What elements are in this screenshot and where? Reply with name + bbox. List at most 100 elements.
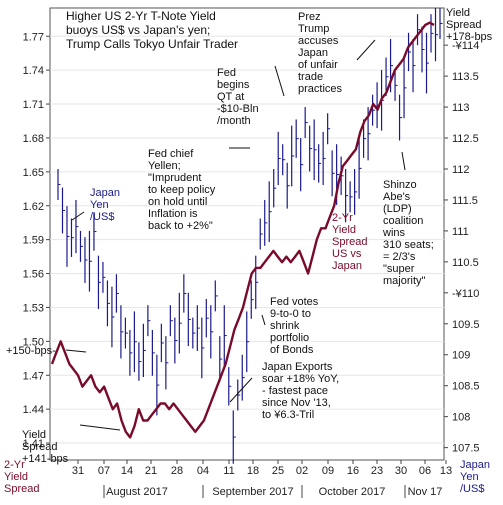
- annotation-yellen: "Imprudent: [148, 172, 201, 184]
- annotation-prez-trump: Trump: [298, 23, 329, 35]
- y-left-tick-label: 1.44: [23, 404, 44, 416]
- series-label-yen: /US$: [90, 211, 114, 223]
- y-right-tick-label: 113: [452, 102, 470, 114]
- y-right-tick-label: 110.5: [452, 257, 479, 269]
- y-left-tick-label: 1.65: [23, 167, 44, 179]
- spread-line-path: [50, 21, 435, 439]
- y-right-tick-label: 109.5: [452, 319, 480, 331]
- y-axis-right: -¥114 113.5 113 112.5 112 111.5 111 110.5 -¥110 1…: [444, 40, 490, 495]
- y-left-tick-label: 1.56: [23, 269, 44, 281]
- y-right-tick-label: 111: [452, 226, 469, 238]
- annotation-prez-trump: trade: [298, 71, 323, 83]
- annotation-fed-votes: shrink: [270, 320, 300, 332]
- annotation-abe: "super: [383, 263, 415, 275]
- y-right-tick-label: 111.5: [452, 195, 478, 207]
- y-right-axis-label: Yen: [460, 471, 479, 483]
- chart-title: Higher US 2-Yr T-Note Yield: [66, 9, 216, 23]
- annotation-leader: [401, 151, 406, 171]
- annotation-yield-spread-top: Yield: [446, 7, 470, 19]
- annotation-fed-qt: begins: [217, 79, 250, 91]
- x-axis: 31 07 14 21 28 04 11 18 25 02 09 16 23 30 06 13 August 2…: [72, 460, 452, 498]
- plot-frame: [49, 7, 445, 461]
- x-tick-label: 21: [145, 465, 157, 477]
- annotation-fed-votes: 9-to-0 to: [270, 308, 311, 320]
- annotation-leader: [274, 65, 285, 97]
- annotation-yellen: back to +2%": [148, 220, 213, 232]
- y-left-axis-label: 2-Yr: [4, 459, 25, 471]
- x-month-label: September 2017: [212, 486, 293, 498]
- x-tick-label: 06: [419, 465, 431, 477]
- y-left-tick-label: 1.59: [23, 235, 44, 247]
- y-right-tick-label: 109: [452, 350, 470, 362]
- series-label-yen: Japan: [90, 187, 120, 199]
- x-tick-label: 13: [440, 465, 452, 477]
- series-label-yen: Yen: [90, 199, 109, 211]
- y-axis-left: 1.77 1.74 1.71 1.68 1.65 1.62 1.59 1.56 1.53 1.50…: [4, 31, 50, 495]
- annotation-yield-spread-bottom: Spread: [22, 441, 57, 453]
- annotation-fed-qt: /month: [217, 115, 251, 127]
- annotation-yellen: on hold until: [148, 196, 207, 208]
- annotation-fed-qt: QT at: [217, 91, 244, 103]
- annotation-abe: majority": [383, 275, 426, 287]
- annotation-prez-trump: accuses: [298, 35, 339, 47]
- x-month-label: August 2017: [106, 486, 168, 498]
- series-label-spread: Japan: [332, 260, 362, 272]
- y-right-axis-label: /US$: [460, 483, 484, 495]
- plot-border: [49, 7, 445, 461]
- annotation-yellen: Inflation is: [148, 208, 198, 220]
- annotation-fed-qt: -$10-Bln: [217, 103, 259, 115]
- x-tick-label: 04: [197, 465, 209, 477]
- annotation-yellen: to keep policy: [148, 184, 216, 196]
- annotation-prez-trump: Japan: [298, 47, 328, 59]
- y-left-tick-label: 1.77: [23, 31, 44, 43]
- y-left-axis-label: Yield: [4, 471, 28, 483]
- y-left-tick-label: 1.53: [23, 302, 44, 314]
- annotation-yield-spread-top: +178-bps: [446, 31, 493, 43]
- x-tick-label: 11: [223, 465, 234, 477]
- annotation-prez-trump: practices: [298, 83, 343, 95]
- annotation-yield-spread-bottom: Yield: [22, 429, 46, 441]
- y-right-tick-label: 108: [452, 412, 470, 424]
- series-label-spread: 2-Yr: [332, 212, 353, 224]
- y-left-tick-label: 1.47: [23, 370, 44, 382]
- annotation-yellen: Yellen;: [148, 160, 181, 172]
- x-tick-label: 16: [347, 465, 359, 477]
- y-right-axis-label: Japan: [460, 459, 490, 471]
- annotation-japan-exports: to ¥6.3-Tril: [262, 409, 314, 421]
- annotation-japan-exports: since Nov '13,: [262, 397, 331, 409]
- annotation-leader: [65, 349, 87, 353]
- grid: [50, 35, 444, 444]
- chart-title: buoys US$ vs Japan's yen;: [66, 23, 210, 37]
- annotation-abe: = 2/3's: [383, 251, 416, 263]
- annotation-fed-qt: Fed: [217, 67, 236, 79]
- yen-series: [57, 8, 443, 464]
- annotation-abe: (LDP): [383, 203, 412, 215]
- annotation-fed-votes: of Bonds: [270, 344, 314, 356]
- y-left-axis-label: Spread: [4, 483, 39, 495]
- y-right-tick-label: -¥114: [452, 40, 479, 52]
- annotation-yield-spread-bottom: +141-bps: [22, 453, 69, 465]
- series-label-spread: US vs: [332, 248, 362, 260]
- spread-series: [50, 21, 435, 439]
- annotation-fed-votes: portfolio: [270, 332, 309, 344]
- annotation-prez-trump: Prez: [298, 11, 321, 23]
- y-right-tick-label: 112: [452, 164, 470, 176]
- y-right-tick-label: -¥110: [452, 288, 479, 300]
- y-left-tick-label: 1.71: [23, 99, 44, 111]
- x-tick-label: 14: [121, 465, 133, 477]
- series-label-spread: Yield: [332, 224, 356, 236]
- annotation-japan-exports: Japan Exports: [262, 361, 333, 373]
- x-tick-label: 28: [171, 465, 183, 477]
- y-right-tick-label: 108.5: [452, 381, 480, 393]
- annotation-leader: [79, 424, 121, 431]
- x-tick-label: 09: [322, 465, 334, 477]
- annotation-leader: [229, 377, 253, 403]
- annotation-japan-exports: soar +18% YoY,: [262, 373, 339, 385]
- y-right-tick-label: 112.5: [452, 133, 479, 145]
- annotation-japan-exports: - fastest pace: [262, 385, 328, 397]
- y-left-tick-label: 1.74: [23, 65, 44, 77]
- y-right-tick-label: 113.5: [452, 71, 479, 83]
- y-right-tick-label: 107.5: [452, 443, 480, 455]
